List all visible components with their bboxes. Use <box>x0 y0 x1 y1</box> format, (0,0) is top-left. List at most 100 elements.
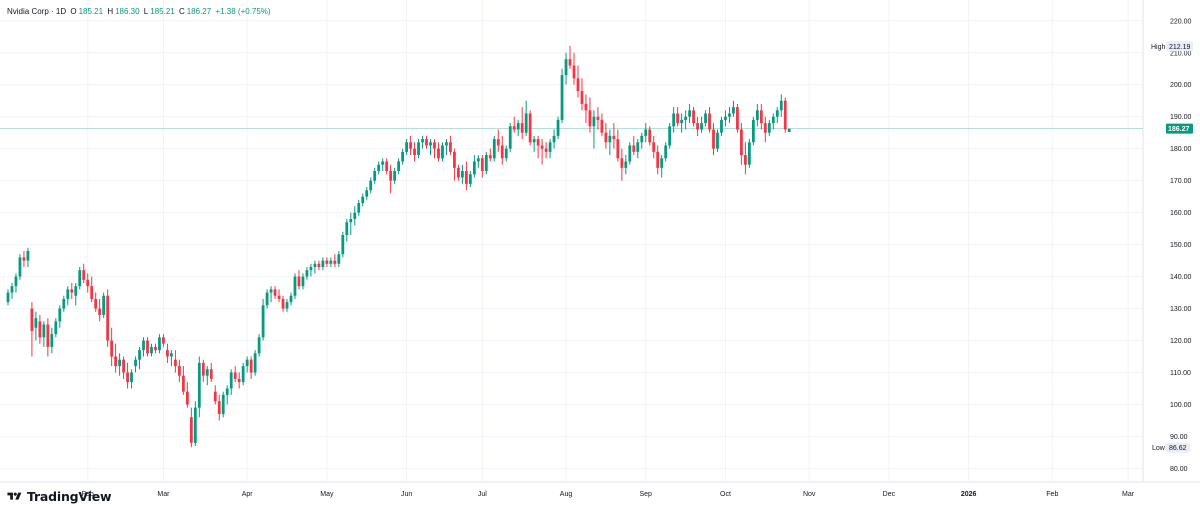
candle-body <box>297 276 301 287</box>
candle-body <box>771 116 775 124</box>
candle-body <box>656 151 660 168</box>
candle-body <box>162 337 165 344</box>
candle-body <box>345 222 349 236</box>
candle-body <box>34 318 38 328</box>
candle-body <box>46 324 50 347</box>
candle-body <box>50 334 54 347</box>
candle-body <box>134 359 137 367</box>
candle-body <box>544 148 548 152</box>
candle-body <box>217 401 221 415</box>
candle-body <box>138 350 141 360</box>
price-tick-label: 90.00 <box>1170 434 1188 441</box>
tradingview-logo-icon <box>7 492 22 500</box>
candle-body <box>122 359 125 373</box>
price-axis[interactable]: 80.00 90.00 100.00 110.00 120.00 130.00 140.00… <box>1170 18 1192 473</box>
price-tick-label: 220.00 <box>1170 18 1192 25</box>
candle-body <box>118 359 121 367</box>
candle-body <box>512 126 516 130</box>
candle-body <box>763 123 767 133</box>
price-tick-label: 110.00 <box>1170 370 1191 377</box>
candle-body <box>201 362 205 376</box>
candle-body <box>524 113 528 133</box>
high-value: 186.30 <box>115 7 140 16</box>
candle-body <box>632 145 636 152</box>
candle-body <box>751 119 755 143</box>
candle-body <box>425 139 428 146</box>
tradingview-logo[interactable]: TradingView <box>6 486 112 506</box>
price-tick-label: 190.00 <box>1170 114 1192 121</box>
candle-body <box>54 321 58 335</box>
symbol-title[interactable]: Nvidia Corp · 1D <box>7 7 67 16</box>
time-tick-label: May <box>320 491 334 498</box>
candle-body <box>453 151 456 168</box>
candle-body <box>536 139 540 146</box>
price-tick-label: 160.00 <box>1170 210 1192 217</box>
candle-body <box>652 142 656 152</box>
candle-body <box>6 292 10 303</box>
candle-body <box>401 151 404 162</box>
price-tick-label: 170.00 <box>1170 178 1192 185</box>
last-price-badge <box>1166 123 1193 134</box>
candle-body <box>174 359 177 367</box>
candle-body <box>22 257 26 261</box>
low-value: 185.21 <box>150 7 175 16</box>
candle-body <box>90 286 94 299</box>
candle-body <box>480 158 484 172</box>
candle-body <box>720 119 723 133</box>
candle-body <box>86 279 90 287</box>
candle-body <box>301 276 305 287</box>
candle-body <box>592 116 596 127</box>
candle-body <box>305 270 309 277</box>
candle-body <box>472 161 476 175</box>
candle-body <box>281 298 285 309</box>
candle-body <box>142 340 145 351</box>
candle-body <box>337 254 341 264</box>
price-tick-label: 200.00 <box>1170 82 1192 89</box>
time-axis[interactable]: Feb Mar Apr May Jun Jul Aug Sep Oct Nov Dec 2026 Feb… <box>82 491 1135 498</box>
time-tick-label: Mar <box>1122 491 1135 498</box>
candle-body <box>596 116 600 120</box>
candle-body <box>229 372 233 389</box>
candle-body <box>257 337 261 354</box>
candle-body <box>170 353 173 357</box>
low-key: L <box>143 7 149 16</box>
candle-body <box>321 260 325 267</box>
candle-body <box>421 139 424 143</box>
candle-body <box>684 116 688 120</box>
candle-body <box>377 164 381 172</box>
candle-body <box>197 362 201 408</box>
candle-body <box>341 235 345 255</box>
candle-body <box>26 250 30 261</box>
candle-body <box>333 260 337 264</box>
close-key: C <box>178 7 185 16</box>
candle-body <box>488 155 492 159</box>
candle-body <box>181 375 185 392</box>
candle-body <box>38 321 42 338</box>
candle-body <box>564 59 568 76</box>
candle-body <box>664 145 668 159</box>
candle-body <box>716 132 719 149</box>
candle-body <box>213 391 217 402</box>
candle-body <box>492 139 496 159</box>
close-value: 186.27 <box>186 7 212 16</box>
time-tick-label: Feb <box>1046 491 1058 498</box>
candle-body <box>759 110 763 124</box>
candle-body <box>484 155 488 172</box>
candle-body <box>373 171 377 181</box>
last-price-value: 186.27 <box>1168 126 1190 133</box>
candle-body <box>568 59 572 66</box>
candle-body <box>185 391 189 405</box>
candles <box>6 45 791 448</box>
price-tick-label: 180.00 <box>1170 146 1192 153</box>
candle-body <box>381 161 385 165</box>
candle-body <box>369 180 373 191</box>
candle-body <box>237 378 241 383</box>
candle-body <box>728 113 731 117</box>
candle-body <box>476 158 480 162</box>
candle-body <box>584 103 588 111</box>
low-label: Low <box>1152 445 1166 452</box>
candle-body <box>460 171 464 178</box>
candle-body <box>572 65 576 79</box>
candle-body <box>94 298 98 309</box>
